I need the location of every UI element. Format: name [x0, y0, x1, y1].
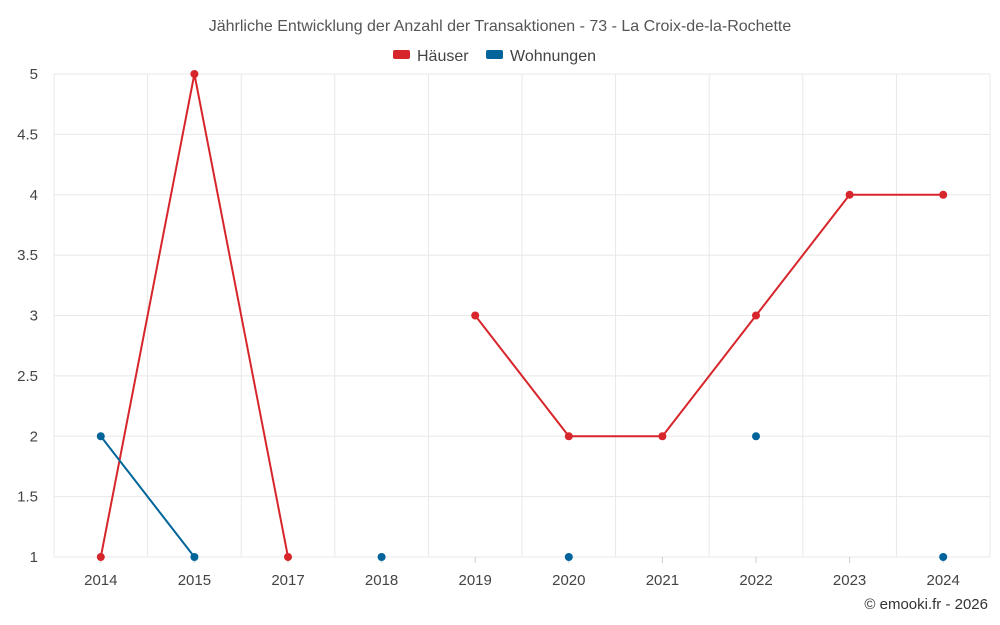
- x-tick-label: 2014: [84, 572, 117, 589]
- y-tick-label: 2.5: [17, 368, 38, 385]
- data-point[interactable]: [939, 553, 948, 561]
- grid: [53, 73, 991, 558]
- x-tick-label: 2015: [178, 572, 211, 589]
- x-tick-label: 2024: [927, 572, 960, 589]
- chart-title: Jährliche Entwicklung der Anzahl der Tra…: [209, 18, 792, 35]
- data-point[interactable]: [190, 70, 199, 78]
- data-point[interactable]: [471, 311, 480, 320]
- legend-item-haeuser[interactable]: Häuser: [393, 48, 469, 65]
- y-tick-label: 1: [30, 549, 38, 566]
- y-tick-label: 3: [30, 308, 38, 325]
- x-tick-label: 2023: [833, 572, 866, 589]
- x-axis: 2014 2015 2017 2018 2019 2020 2021 2022 2023 2024: [84, 557, 960, 589]
- x-tick-label: 2021: [646, 572, 679, 589]
- legend-item-wohnungen[interactable]: Wohnungen: [486, 48, 596, 65]
- data-point[interactable]: [845, 190, 854, 199]
- legend-label-wohnungen: Wohnungen: [510, 48, 596, 65]
- x-tick-label: 2019: [459, 572, 492, 589]
- data-point[interactable]: [96, 553, 105, 561]
- legend-label-haeuser: Häuser: [417, 48, 469, 65]
- y-tick-label: 4.5: [17, 126, 38, 143]
- data-point[interactable]: [96, 432, 105, 441]
- series-layer: [96, 70, 948, 561]
- x-tick-label: 2022: [739, 572, 772, 589]
- series-0: [96, 70, 948, 561]
- data-point[interactable]: [564, 553, 573, 561]
- legend-swatch-wohnungen: [486, 50, 503, 59]
- y-tick-label: 1.5: [17, 489, 38, 506]
- x-tick-label: 2018: [365, 572, 398, 589]
- data-point[interactable]: [752, 432, 760, 441]
- legend: Häuser Wohnungen: [393, 48, 596, 65]
- series-line: [474, 193, 944, 438]
- series-1: [96, 432, 948, 561]
- credit-text: © emooki.fr - 2026: [864, 596, 988, 613]
- x-tick-label: 2017: [271, 572, 304, 589]
- data-point[interactable]: [658, 432, 667, 441]
- legend-swatch-haeuser: [393, 50, 410, 59]
- data-point[interactable]: [564, 432, 573, 441]
- y-tick-label: 3.5: [17, 247, 38, 264]
- data-point[interactable]: [190, 553, 199, 561]
- y-tick-label: 2: [30, 428, 38, 445]
- y-tick-label: 5: [30, 66, 38, 83]
- data-point[interactable]: [752, 311, 760, 320]
- data-point[interactable]: [284, 553, 292, 561]
- series-line: [100, 435, 196, 558]
- x-tick-label: 2020: [552, 572, 585, 589]
- data-point[interactable]: [377, 553, 386, 561]
- data-point[interactable]: [939, 190, 948, 199]
- y-axis: 1 1.5 2 2.5 3 3.5 4 4.5 5: [17, 66, 38, 566]
- y-tick-label: 4: [30, 187, 38, 204]
